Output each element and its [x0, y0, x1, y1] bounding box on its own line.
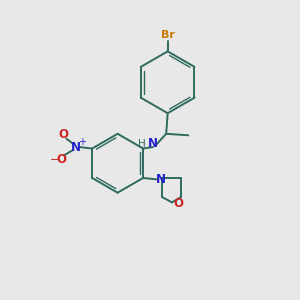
- Text: O: O: [58, 128, 69, 141]
- Text: O: O: [173, 197, 183, 210]
- Text: N: N: [156, 173, 166, 186]
- Text: +: +: [78, 137, 86, 147]
- Text: N: N: [71, 141, 81, 154]
- Text: N: N: [148, 137, 158, 150]
- Text: O: O: [56, 153, 66, 166]
- Text: −: −: [50, 155, 59, 165]
- Text: Br: Br: [161, 30, 175, 40]
- Text: H: H: [138, 139, 146, 148]
